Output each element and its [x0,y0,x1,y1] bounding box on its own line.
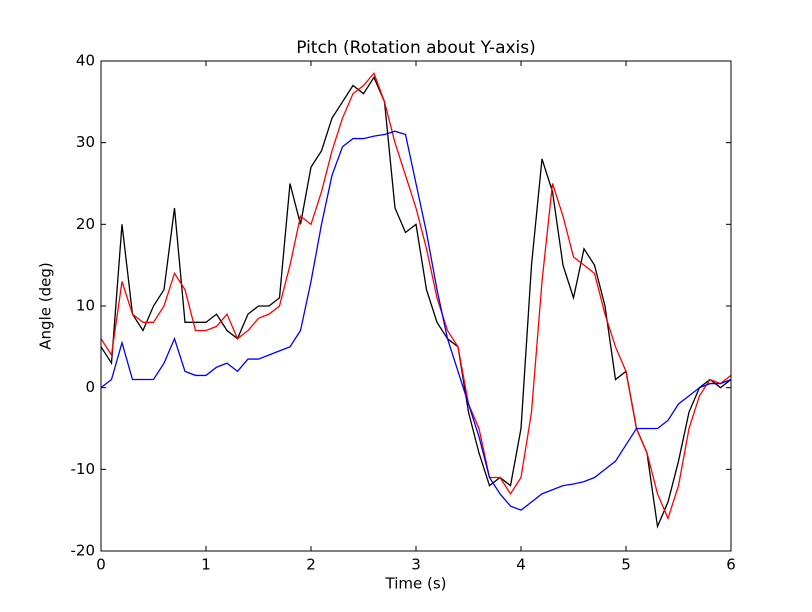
x-tick-label: 2 [306,556,316,574]
x-tick-label: 4 [516,556,526,574]
y-tick-label: 40 [76,52,95,70]
x-tick-label: 0 [96,556,106,574]
y-tick-label: 20 [76,215,95,233]
x-axis-label: Time (s) [385,575,447,593]
x-tick-label: 1 [201,556,211,574]
chart-title: Pitch (Rotation about Y-axis) [296,38,536,58]
y-tick-label: 0 [85,378,95,396]
y-tick-label: 30 [76,133,95,151]
plot-frame [100,60,732,552]
x-tick-label: 5 [621,556,631,574]
y-tick-label: -20 [71,542,96,560]
y-tick-label: -10 [71,460,96,478]
data-line [100,130,732,511]
x-tick-label: 3 [411,556,421,574]
data-line [100,71,732,521]
x-tick-label: 6 [726,556,736,574]
data-line [100,75,732,529]
y-tick-label: 10 [76,297,95,315]
y-axis-label: Angle (deg) [37,262,55,349]
